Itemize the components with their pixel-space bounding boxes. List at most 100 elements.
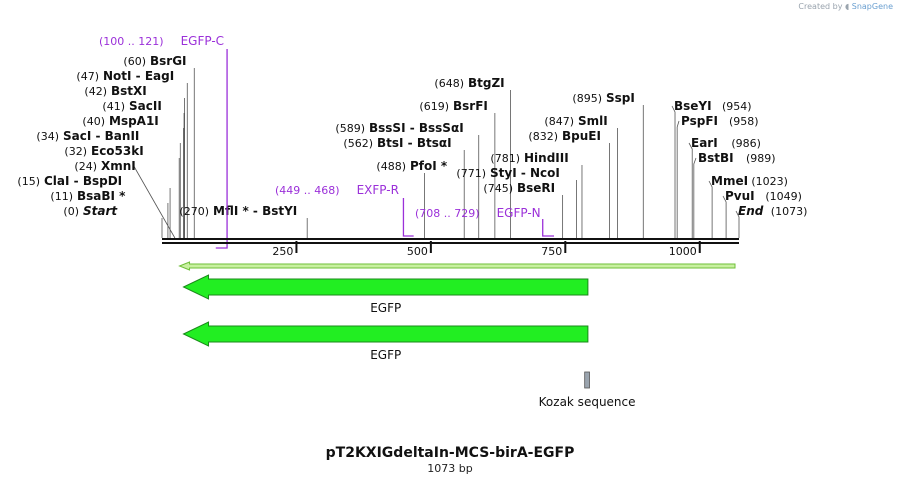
site-name: PfoI *	[410, 159, 448, 173]
site-coord: (771)	[456, 167, 486, 180]
primer-binding-mark	[542, 219, 555, 237]
restriction-site[interactable]: MmeI (1023)	[711, 174, 788, 188]
restriction-site[interactable]: (270) MflI * - BstYI	[179, 204, 297, 218]
restriction-site[interactable]: (619) BsrFI	[419, 99, 487, 113]
restriction-site[interactable]: (40) MspA1I	[82, 114, 158, 128]
site-coord: (11)	[50, 190, 73, 203]
site-name: BsrGI	[150, 54, 187, 68]
feature-arrow	[182, 321, 589, 347]
ruler-tick-label: 500	[407, 245, 428, 258]
feature-egfp[interactable]: EGFP	[182, 321, 589, 362]
site-coord: (619)	[419, 100, 449, 113]
site-coord: (270)	[179, 205, 209, 218]
site-coord: (34)	[36, 130, 59, 143]
primers: (100 .. 121) EGFP-C (449 .. 468) EXFP-R (708…	[99, 34, 555, 249]
full-length-arrow[interactable]	[178, 261, 736, 271]
primer-name: EXFP-R	[357, 183, 399, 197]
site-name: StyI - NcoI	[490, 166, 560, 180]
site-connector	[676, 120, 680, 238]
site-name: Eco53kI	[91, 144, 144, 158]
site-coord: (954)	[722, 100, 752, 113]
site-coord: (488)	[376, 160, 406, 173]
site-coord: (958)	[729, 115, 759, 128]
restriction-site[interactable]: (41) SacII	[102, 99, 161, 113]
map-title: pT2KXIGdeltaIn-MCS-birA-EGFP	[326, 445, 575, 461]
ruler-tick-label: 250	[272, 245, 293, 258]
restriction-site[interactable]: (15) ClaI - BspDI	[17, 174, 122, 188]
restriction-site[interactable]: (60) BsrGI	[123, 54, 186, 68]
restriction-site[interactable]: End (1073)	[738, 204, 807, 218]
site-coord: (745)	[483, 182, 513, 195]
restriction-site[interactable]: (589) BssSI - BssSαI	[335, 121, 463, 135]
map-length: 1073 bp	[427, 462, 472, 475]
site-coord: (15)	[17, 175, 40, 188]
site-name: MflI * - BstYI	[213, 204, 297, 218]
site-coord: (40)	[82, 115, 105, 128]
restriction-site[interactable]: (34) SacI - BanII	[36, 129, 139, 143]
primer-range: (449 .. 468)	[275, 184, 340, 197]
snapgene-logo-icon: ◖	[844, 2, 850, 11]
snapgene-credit: Created by ◖ SnapGene	[798, 2, 893, 11]
site-coord: (986)	[731, 137, 761, 150]
restriction-site[interactable]: (47) NotI - EagI	[76, 69, 174, 83]
site-coord: (1073)	[771, 205, 808, 218]
restriction-site[interactable]: (0) Start	[63, 204, 118, 218]
restriction-site[interactable]: (42) BstXI	[84, 84, 146, 98]
feature-kozak[interactable]: Kozak sequence	[539, 371, 636, 409]
ruler-ticks: 250 500 750 1000	[272, 241, 701, 258]
site-coord: (0)	[63, 205, 79, 218]
site-coord: (1023)	[751, 175, 788, 188]
restriction-site[interactable]: (648) BtgZI	[434, 76, 504, 90]
restriction-site[interactable]: (847) SmlI	[544, 114, 607, 128]
site-coord: (648)	[434, 77, 464, 90]
restriction-site[interactable]: (562) BtsI - BtsαI	[343, 136, 451, 150]
restriction-site[interactable]: BseYI (954)	[674, 99, 752, 113]
restriction-site[interactable]: (832) BpuEI	[528, 129, 601, 143]
restriction-site[interactable]: PspFI (958)	[681, 114, 759, 128]
feature-arrow	[182, 274, 589, 300]
site-name: PvuI	[725, 189, 755, 203]
site-name: Start	[83, 204, 118, 218]
primer-binding-mark	[215, 49, 228, 249]
site-connector	[735, 210, 740, 238]
primer[interactable]: (708 .. 729) EGFP-N	[415, 206, 555, 237]
primer-range: (708 .. 729)	[415, 207, 480, 220]
primer-binding-mark	[402, 198, 414, 237]
site-coord: (847)	[544, 115, 574, 128]
site-coord: (589)	[335, 122, 365, 135]
site-name: BsrFI	[453, 99, 488, 113]
site-coord: (60)	[123, 55, 146, 68]
feature-egfp[interactable]: EGFP	[182, 274, 589, 315]
restriction-site[interactable]: (771) StyI - NcoI	[456, 166, 559, 180]
site-name: SspI	[606, 91, 635, 105]
site-connector	[693, 157, 697, 238]
restriction-site[interactable]: (11) BsaBI *	[50, 189, 126, 203]
site-coord: (1049)	[765, 190, 802, 203]
restriction-sites: (60) BsrGI (47) NotI - EagI (42) BstXI (41) Sac…	[17, 54, 807, 239]
site-coord: (832)	[528, 130, 558, 143]
restriction-site[interactable]: (32) Eco53kI	[64, 144, 143, 158]
dna-backbone	[162, 238, 739, 244]
feature-label: EGFP	[370, 348, 401, 362]
restriction-site[interactable]: EarI (986)	[691, 136, 761, 150]
restriction-site[interactable]: (488) PfoI *	[376, 159, 447, 173]
restriction-site[interactable]: (895) SspI	[572, 91, 634, 105]
restriction-site[interactable]: (24) XmnI	[74, 159, 135, 173]
site-name: End	[738, 204, 764, 218]
restriction-site[interactable]: BstBI (989)	[698, 151, 776, 165]
primer[interactable]: (100 .. 121) EGFP-C	[99, 34, 228, 249]
primer[interactable]: (449 .. 468) EXFP-R	[275, 183, 414, 237]
restriction-site[interactable]: (781) HindIII	[490, 151, 568, 165]
restriction-site[interactable]: (745) BseRI	[483, 181, 555, 195]
credit-brand: SnapGene	[851, 2, 893, 11]
kozak-box	[584, 371, 590, 389]
site-coord: (47)	[76, 70, 99, 83]
site-coord: (24)	[74, 160, 97, 173]
site-connector	[671, 105, 676, 238]
ruler-tick-label: 1000	[669, 245, 697, 258]
restriction-site[interactable]: PvuI (1049)	[725, 189, 802, 203]
feature-arrows: EGFP EGFP Kozak sequence	[178, 261, 736, 409]
site-connector	[688, 142, 693, 238]
site-name: EarI	[691, 136, 718, 150]
